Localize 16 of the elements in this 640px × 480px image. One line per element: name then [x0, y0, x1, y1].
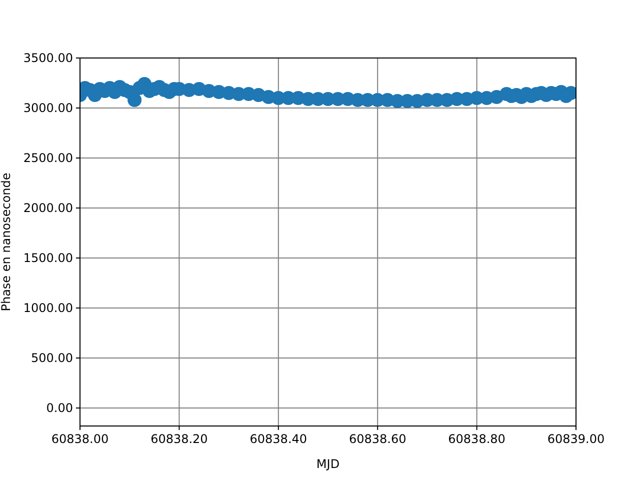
x-tick-label: 60839.00: [547, 432, 605, 446]
x-tick-label: 60838.80: [448, 432, 506, 446]
y-tick-label: 500.00: [31, 351, 73, 365]
x-tick-label: 60838.40: [250, 432, 308, 446]
y-tick-label: 3000.00: [23, 101, 73, 115]
x-tick-label: 60838.60: [348, 432, 406, 446]
x-axis-title: MJD: [316, 457, 340, 471]
y-tick-label: 1500.00: [23, 251, 73, 265]
y-tick-label: 2000.00: [23, 201, 73, 215]
y-tick-label: 0.00: [46, 401, 73, 415]
y-tick-label: 3500.00: [23, 51, 73, 65]
y-axis-title: Phase en nanoseconde: [0, 172, 13, 312]
x-tick-label: 60838.00: [51, 432, 109, 446]
y-tick-label: 2500.00: [23, 151, 73, 165]
x-tick-label: 60838.20: [150, 432, 208, 446]
y-tick-label: 1000.00: [23, 301, 73, 315]
